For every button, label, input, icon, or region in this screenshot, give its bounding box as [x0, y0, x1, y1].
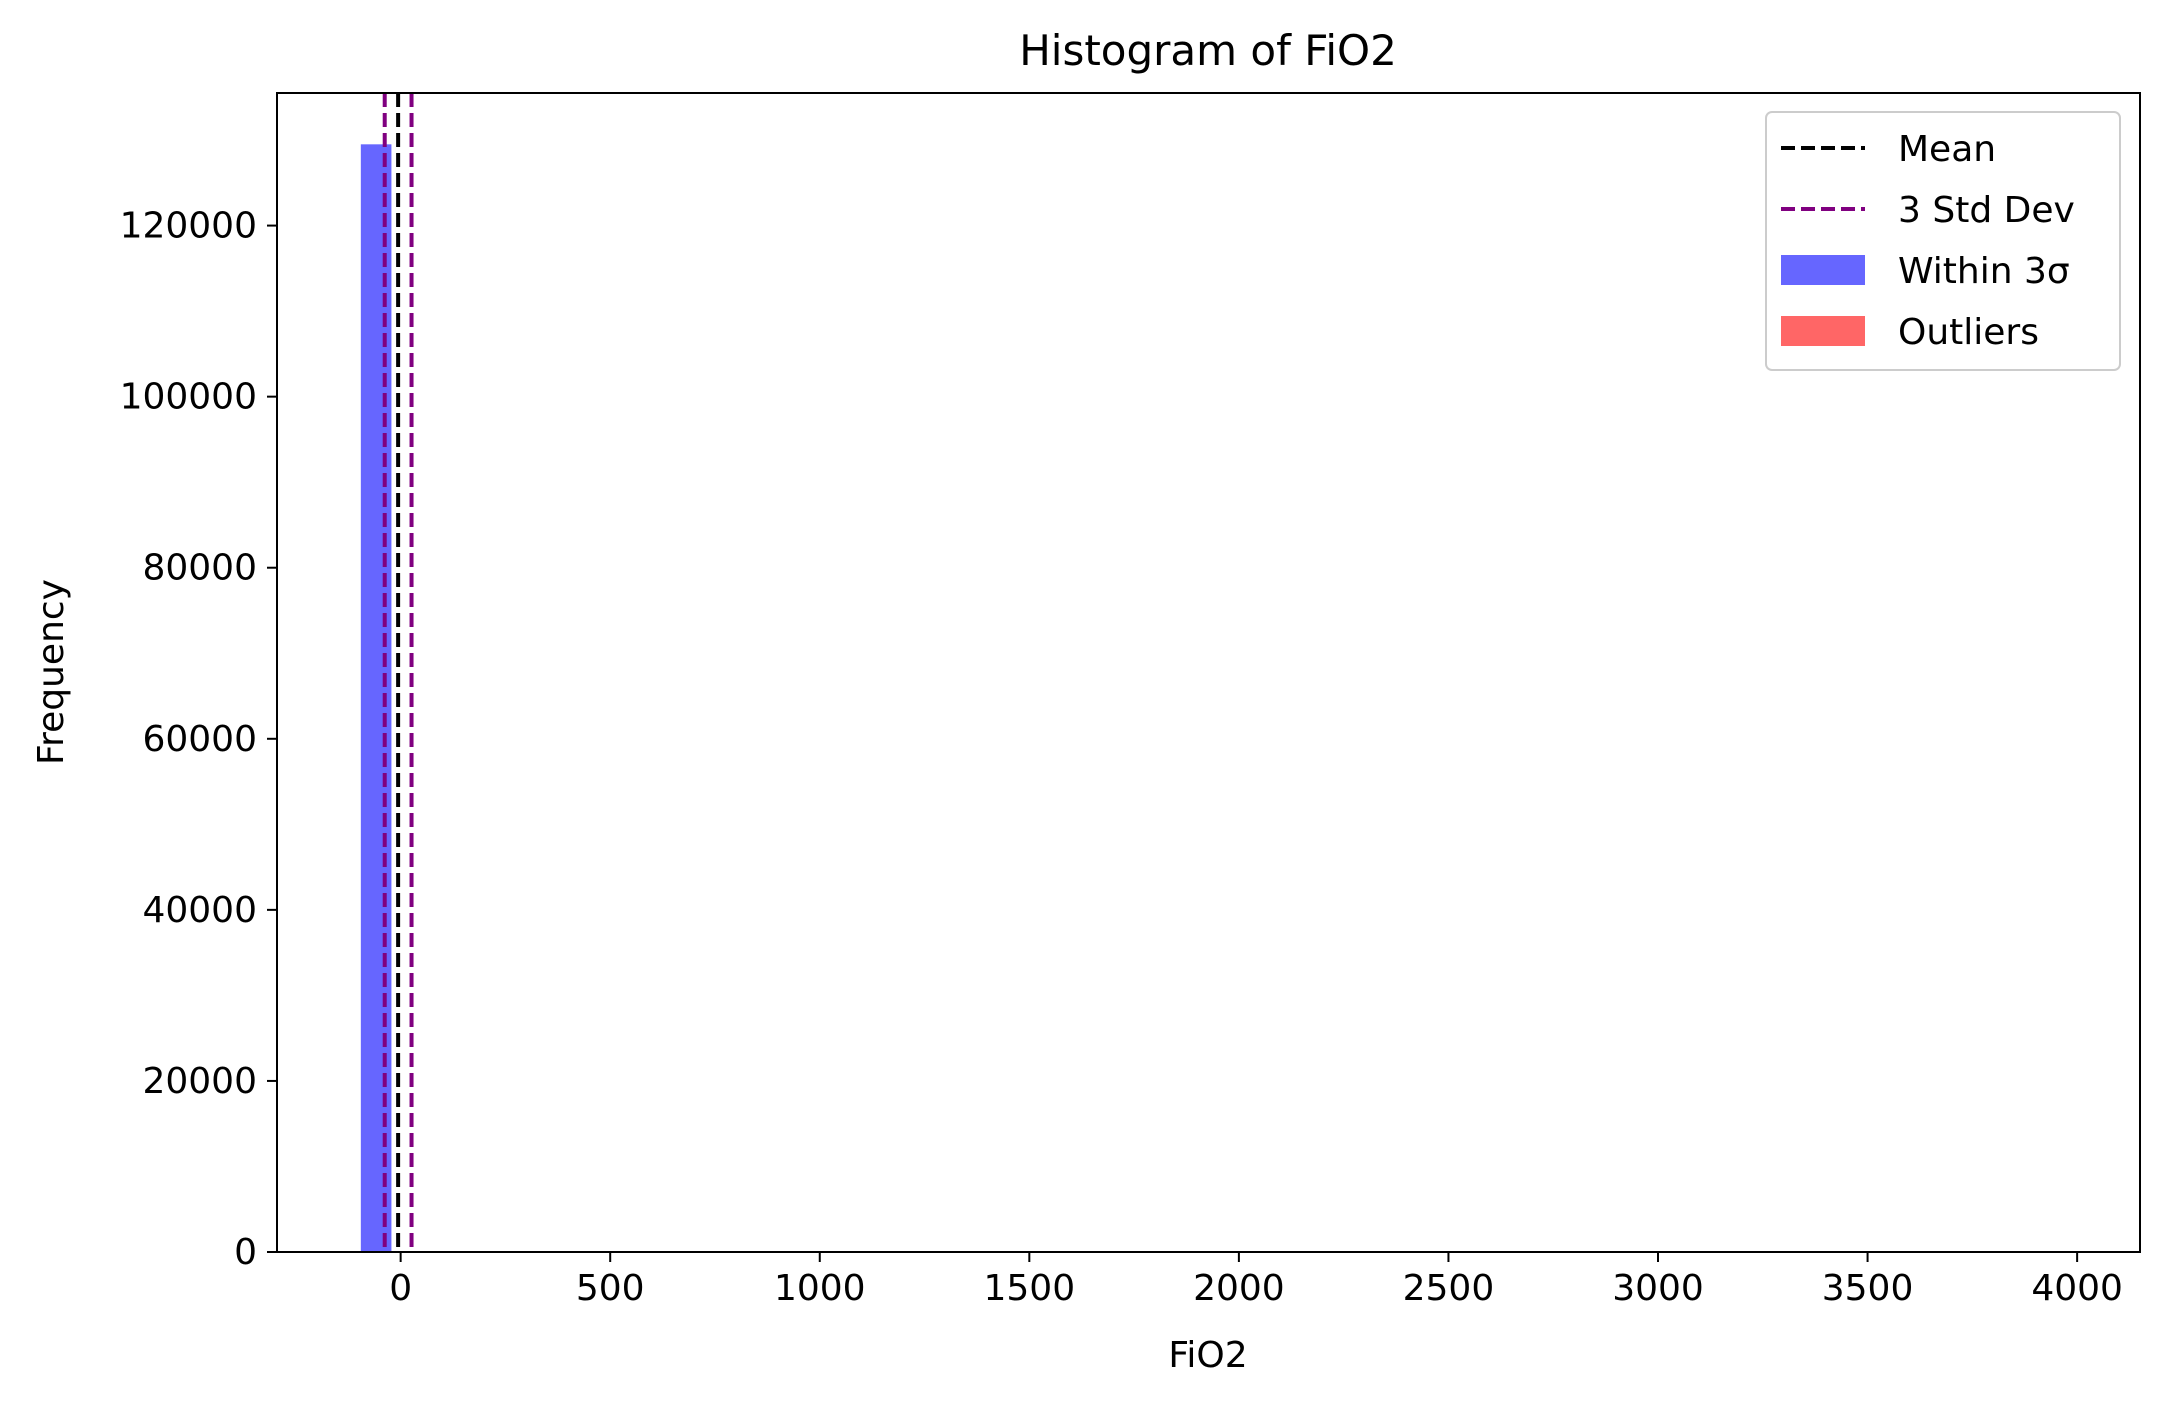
y-tick-label: 120000 — [120, 206, 257, 247]
x-tick-label: 3000 — [1612, 1268, 1704, 1309]
legend-patch-swatch — [1781, 255, 1865, 285]
legend-label: Within 3σ — [1898, 251, 2070, 292]
x-tick-label: 1500 — [984, 1268, 1076, 1309]
x-tick-label: 1000 — [774, 1268, 866, 1309]
reference-lines-group — [382, 93, 414, 1252]
legend-patch-swatch — [1781, 316, 1865, 346]
plot-frame — [276, 92, 2141, 1253]
y-tick-label: 40000 — [142, 890, 257, 931]
x-tick-label: 2500 — [1403, 1268, 1495, 1309]
x-tick-label: 500 — [576, 1268, 645, 1309]
bars-group — [360, 144, 392, 1252]
legend-label: Outliers — [1898, 312, 2039, 353]
y-tick-label: 0 — [234, 1232, 257, 1273]
y-tick-label: 80000 — [142, 548, 257, 589]
y-tick-label: 100000 — [120, 377, 257, 418]
legend: Mean 3 Std Dev Within 3σ Outliers — [1765, 111, 2121, 371]
legend-label: Mean — [1898, 129, 1996, 170]
x-tick-label: 2000 — [1193, 1268, 1285, 1309]
x-axis-label: FiO2 — [1168, 1335, 1247, 1376]
x-tick-label: 0 — [389, 1268, 412, 1309]
legend-frame — [1765, 111, 2121, 371]
chart-title: Histogram of FiO2 — [1019, 26, 1397, 75]
y-axis-ticks: 0 20000 40000 60000 80000 100000 120000 — [120, 206, 277, 1273]
histogram-bar — [360, 144, 392, 1252]
y-tick-label: 20000 — [142, 1061, 257, 1102]
x-tick-label: 4000 — [2031, 1268, 2123, 1309]
y-tick-label: 60000 — [142, 719, 257, 760]
legend-items: Mean 3 Std Dev Within 3σ Outliers — [1781, 129, 2075, 353]
x-tick-label: 3500 — [1822, 1268, 1914, 1309]
legend-label: 3 Std Dev — [1898, 190, 2075, 231]
x-axis-ticks: 0 500 1000 1500 2000 2500 3000 3500 4000 — [389, 1252, 2123, 1309]
y-axis-label: Frequency — [31, 579, 72, 765]
